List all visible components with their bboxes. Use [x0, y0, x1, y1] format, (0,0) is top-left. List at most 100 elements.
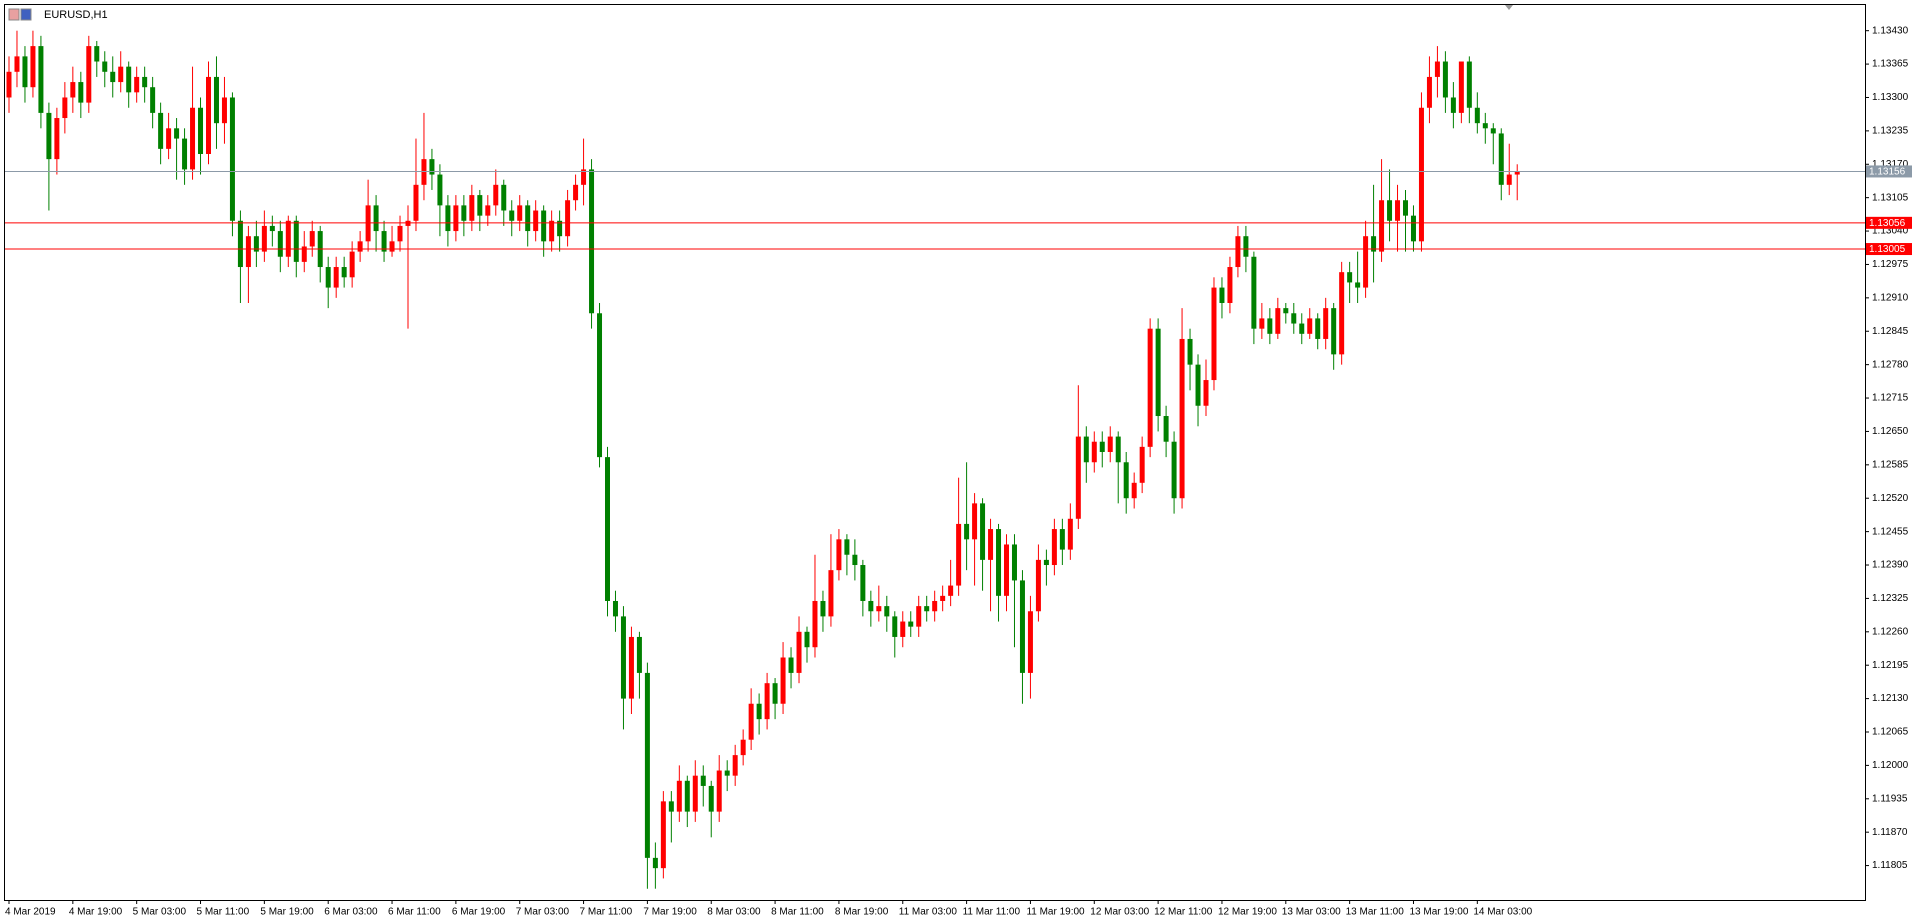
- x-tick-label: 13 Mar 11:00: [1346, 907, 1405, 918]
- candle-body: [996, 529, 1002, 596]
- candle-body: [1227, 267, 1233, 303]
- y-tick-label: 1.12065: [1872, 727, 1909, 738]
- x-tick-label: 8 Mar 03:00: [707, 907, 761, 918]
- candle-body: [253, 236, 259, 252]
- candle-body: [1275, 308, 1281, 334]
- candle-body: [397, 225, 403, 242]
- x-tick-label: 7 Mar 19:00: [643, 907, 697, 918]
- candle-body: [1466, 61, 1472, 108]
- candle-body: [38, 46, 44, 113]
- candle-body: [1426, 76, 1432, 108]
- candle-body: [509, 210, 515, 221]
- candle-body: [469, 195, 475, 221]
- candle-body: [836, 539, 842, 571]
- candle-body: [1251, 256, 1257, 329]
- candle-body: [485, 205, 491, 216]
- candle-body: [716, 770, 722, 812]
- candles: [6, 30, 1520, 889]
- candle-body: [980, 503, 986, 560]
- x-tick-label: 14 Mar 03:00: [1473, 907, 1532, 918]
- y-tick-label: 1.12910: [1872, 292, 1909, 303]
- y-tick-label: 1.12975: [1872, 259, 1909, 270]
- candle-body: [1283, 308, 1289, 314]
- candle-body: [900, 621, 906, 637]
- candle-body: [1395, 200, 1401, 221]
- candle-body: [1171, 441, 1177, 499]
- candle-body: [748, 703, 754, 740]
- candle-body: [1051, 529, 1057, 566]
- candle-body: [988, 529, 994, 560]
- candle-body: [756, 703, 762, 720]
- candle-body: [1379, 200, 1385, 252]
- candle-body: [158, 112, 164, 149]
- candle-body: [541, 210, 547, 242]
- candle-body: [1315, 318, 1321, 339]
- candle-body: [573, 184, 579, 201]
- candle-body: [1107, 436, 1113, 452]
- x-tick-label: 11 Mar 19:00: [1026, 907, 1085, 918]
- candle-body: [6, 71, 12, 98]
- candle-body: [1347, 272, 1353, 283]
- candle-body: [956, 523, 962, 586]
- candle-body: [1187, 338, 1193, 365]
- candle-body: [1019, 580, 1025, 673]
- y-tick-label: 1.12130: [1872, 693, 1909, 704]
- candle-body: [102, 61, 108, 72]
- candle-body: [860, 565, 866, 601]
- candle-body: [1004, 544, 1009, 596]
- candle-body: [445, 205, 451, 232]
- x-tick-label: 7 Mar 11:00: [580, 907, 633, 918]
- y-tick-label: 1.13105: [1872, 192, 1909, 203]
- candle-body: [182, 138, 188, 170]
- candle-body: [1363, 236, 1369, 288]
- candle-body: [1139, 446, 1145, 483]
- candle-body: [373, 205, 379, 232]
- x-tick-label: 11 Mar 03:00: [899, 907, 958, 918]
- y-tick-label: 1.12390: [1872, 560, 1909, 571]
- icon-part: [8, 8, 20, 21]
- candle-body: [413, 184, 419, 221]
- candle-body: [110, 71, 116, 83]
- x-tick-label: 8 Mar 19:00: [835, 907, 889, 918]
- candle-body: [1091, 441, 1097, 463]
- y-tick-label: 1.13040: [1872, 226, 1909, 237]
- candle-body: [660, 801, 666, 869]
- candle-body: [245, 236, 251, 268]
- level-label-bg: [1866, 243, 1912, 256]
- x-tick-label: 7 Mar 03:00: [516, 907, 570, 918]
- candle-body: [1514, 171, 1520, 175]
- candle-body: [1434, 61, 1440, 77]
- candle-body: [1131, 482, 1137, 499]
- candle-body: [1339, 272, 1345, 355]
- x-tick-label: 6 Mar 19:00: [452, 907, 506, 918]
- candle-body: [828, 570, 834, 617]
- candle-body: [549, 220, 555, 242]
- level-label: 1.13056: [1869, 218, 1906, 229]
- y-tick-label: 1.12845: [1872, 326, 1909, 337]
- candle-body: [1506, 174, 1512, 185]
- x-tick-label: 11 Mar 11:00: [963, 907, 1021, 918]
- candle-body: [190, 107, 196, 170]
- candle-body: [405, 220, 411, 226]
- candle-body: [1027, 611, 1033, 673]
- candle-body: [1498, 133, 1504, 185]
- candle-body: [636, 636, 642, 673]
- candle-body: [453, 205, 459, 232]
- candle-body: [1490, 128, 1496, 134]
- candle-body: [1075, 436, 1081, 519]
- candle-body: [1115, 436, 1121, 463]
- candle-body: [333, 267, 339, 288]
- candle-body: [62, 97, 68, 119]
- level-label: 1.13005: [1869, 244, 1906, 255]
- candle-body: [517, 205, 523, 221]
- candle-body: [493, 184, 499, 206]
- candle-body: [932, 600, 938, 612]
- y-tick-label: 1.12325: [1872, 593, 1909, 604]
- x-tick-label: 6 Mar 11:00: [388, 907, 441, 918]
- y-tick-label: 1.13170: [1872, 159, 1909, 170]
- candle-body: [804, 631, 810, 648]
- candle-body: [1147, 328, 1153, 447]
- candle-body: [612, 600, 618, 617]
- candle-body: [589, 169, 595, 314]
